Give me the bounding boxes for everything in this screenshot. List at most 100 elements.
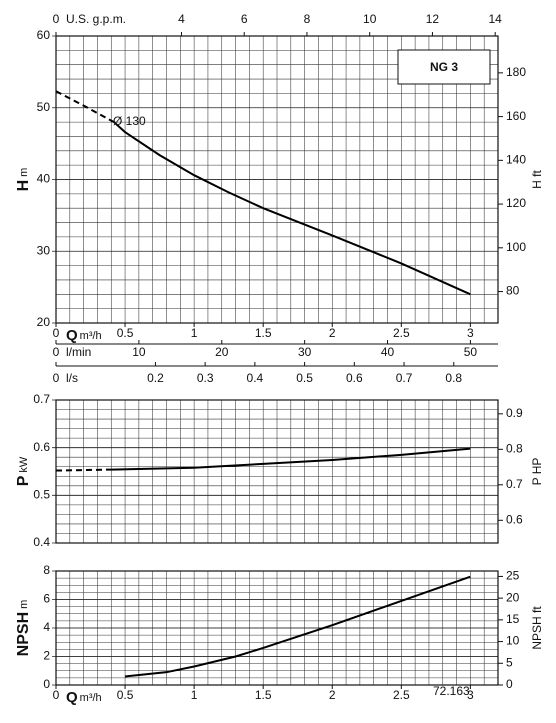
y-tick-label: 0.7	[33, 392, 50, 406]
x-tick-label: 0	[53, 345, 60, 359]
x-tick-label: 1	[191, 326, 198, 340]
curve-label: Ø 130	[113, 114, 146, 128]
x-tick-label: 3	[467, 326, 474, 340]
y-tick-label: 60	[37, 28, 51, 42]
y2-tick-label: 180	[506, 65, 526, 79]
x-tick-label: 1	[191, 688, 198, 702]
y2-tick-label: 100	[506, 240, 526, 254]
y2-tick-label: 0.6	[506, 512, 523, 526]
chart-title: NG 3	[430, 60, 458, 74]
x-tick-label: 40	[381, 345, 395, 359]
x-tick-label: 10	[132, 345, 146, 359]
y-axis-unit: m	[18, 168, 30, 177]
y-axis-title: Hm	[15, 168, 32, 192]
x-tick-label: 8	[304, 12, 311, 26]
x-tick-label: 20	[215, 345, 229, 359]
curve	[113, 121, 471, 296]
x-axis-title: l/min	[66, 345, 91, 359]
x-axis-unit: m³/h	[80, 692, 102, 704]
x-tick-label: 2.5	[393, 326, 410, 340]
y-tick-label: 2	[43, 649, 50, 663]
x-tick-label: 0.4	[247, 371, 264, 385]
curve	[111, 447, 471, 471]
y2-tick-label: 160	[506, 109, 526, 123]
plot-border	[55, 35, 499, 324]
y2-tick-label: 15	[506, 612, 520, 626]
x-tick-label: 6	[241, 12, 248, 26]
x-axis-title: l/s	[66, 371, 78, 385]
x-tick-label: 0.8	[445, 371, 462, 385]
y-axis-label: P	[15, 475, 32, 486]
y-tick-label: 0	[43, 677, 50, 691]
x-tick-label: 0.5	[296, 371, 313, 385]
y2-tick-label: 120	[506, 196, 526, 210]
plot-border	[55, 570, 499, 686]
y2-tick-label: 5	[506, 655, 513, 669]
x-tick-label: 2	[329, 326, 336, 340]
y2-tick-label: 0.7	[506, 477, 523, 491]
y2-tick-label: 25	[506, 569, 520, 583]
curve	[124, 575, 471, 678]
title-box	[397, 49, 491, 85]
y2-tick-label: 10	[506, 634, 520, 648]
x-tick-label: 30	[298, 345, 312, 359]
x-tick-label: 14	[488, 12, 502, 26]
y2-tick-label: 80	[506, 284, 520, 298]
x-tick-label: 2.5	[393, 688, 410, 702]
x-axis-label: U.S. g.p.m.	[66, 12, 126, 26]
x-tick-label: 0	[53, 688, 60, 702]
y-tick-label: 4	[43, 620, 50, 634]
y2-axis-title: P HP	[530, 458, 544, 486]
x-tick-label: 0.5	[117, 326, 134, 340]
x-tick-label: 0	[53, 326, 60, 340]
y-tick-label: 30	[37, 243, 51, 257]
x-tick-label: 4	[178, 12, 185, 26]
y-axis-label: NPSH	[15, 612, 32, 656]
y-tick-label: 40	[37, 172, 51, 186]
x-axis-unit: m³/h	[80, 330, 102, 342]
y-tick-label: 50	[37, 100, 51, 114]
y-axis-label: H	[15, 180, 32, 192]
y-axis-title: NPSH m	[15, 600, 32, 657]
x-tick-label: 0.3	[197, 371, 214, 385]
plot-border	[55, 399, 499, 544]
y2-tick-label: 0.8	[506, 441, 523, 455]
curve	[55, 90, 115, 123]
x-tick-label: 2	[329, 688, 336, 702]
x-axis-label: Q	[66, 327, 78, 344]
x-tick-label: 0	[53, 12, 60, 26]
figure-code: 72.163	[433, 684, 470, 698]
x-tick-label: 1.5	[255, 688, 272, 702]
x-tick-label: 10	[363, 12, 377, 26]
x-tick-label: 0.2	[147, 371, 164, 385]
y-tick-label: 0.6	[33, 440, 50, 454]
y-tick-label: 6	[43, 592, 50, 606]
y2-tick-label: 0	[506, 677, 513, 691]
y-tick-label: 8	[43, 563, 50, 577]
y-tick-label: 20	[37, 315, 51, 329]
y-axis-unit: kW	[18, 456, 30, 473]
x-tick-label: 1.5	[255, 326, 272, 340]
x-tick-label: 0	[53, 371, 60, 385]
x-tick-label: 50	[464, 345, 478, 359]
y2-tick-label: 20	[506, 590, 520, 604]
x-tick-label: 0.6	[346, 371, 363, 385]
y-tick-label: 0.5	[33, 488, 50, 502]
y2-tick-label: 0.9	[506, 406, 523, 420]
x-axis-label: l/min	[66, 345, 91, 359]
y-tick-label: 0.4	[33, 535, 50, 549]
x-tick-label: 0.7	[396, 371, 413, 385]
x-tick-label: 0.5	[117, 688, 134, 702]
y-axis-unit: m	[18, 600, 30, 609]
y-axis-title: PkW	[15, 456, 32, 486]
x-axis-title: U.S. g.p.m.	[66, 12, 126, 26]
y2-axis-title: NPSH ft	[530, 606, 544, 650]
y2-axis-title: H ft	[530, 170, 544, 189]
panel: 0.4 0.5 0.6 0.7 0.6 0.7 0.8 0.9 PkW P HP	[15, 392, 544, 549]
panel: 0 2 4 6 8 0 5 10 15 20 25 NPSH m NPSH ft 0 0.5 1 1.5 2 2.5 3…	[15, 563, 544, 706]
